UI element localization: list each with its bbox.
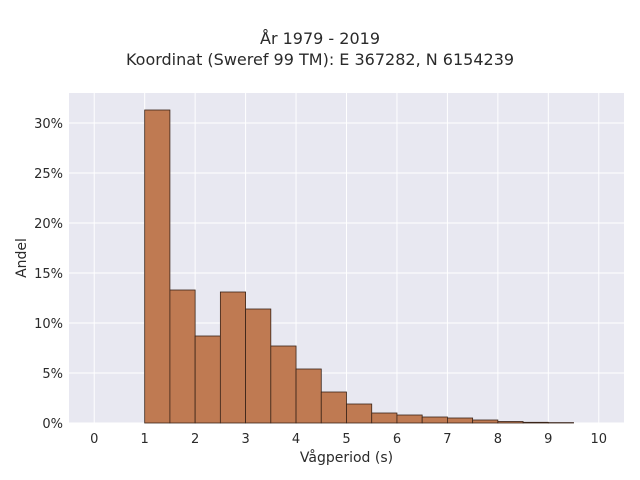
histogram-bar xyxy=(219,291,246,424)
y-axis-label: Andel xyxy=(14,238,30,278)
y-tick-label: 5% xyxy=(42,367,63,382)
histogram-bar xyxy=(447,417,474,424)
x-tick-label: 3 xyxy=(241,432,249,447)
x-tick-label: 2 xyxy=(191,432,199,447)
y-tick-label: 30% xyxy=(34,117,63,132)
chart-title-line1: År 1979 - 2019 xyxy=(260,29,380,48)
x-tick-label: 4 xyxy=(292,432,300,447)
x-axis-label: Vågperiod (s) xyxy=(300,449,393,466)
x-tick-label: 10 xyxy=(590,432,607,447)
chart-title-line2: Koordinat (Sweref 99 TM): E 367282, N 61… xyxy=(125,50,515,69)
y-tick-label: 25% xyxy=(34,167,63,182)
histogram-bar xyxy=(144,109,171,424)
histogram-bar xyxy=(371,412,398,424)
histogram-bar xyxy=(346,403,373,424)
histogram-bar xyxy=(497,421,524,424)
histogram-bar xyxy=(320,391,347,424)
histogram-bar xyxy=(472,419,499,424)
y-tick-label: 10% xyxy=(34,317,63,332)
histogram-bar xyxy=(245,308,272,424)
histogram-bars xyxy=(144,109,574,424)
y-tick-label: 15% xyxy=(34,267,63,282)
x-axis-ticks: 0 1 2 3 4 5 6 7 8 9 10 xyxy=(90,432,607,447)
x-tick-label: 6 xyxy=(393,432,401,447)
histogram-bar xyxy=(522,421,549,424)
x-tick-label: 5 xyxy=(342,432,350,447)
histogram-bar xyxy=(396,414,423,424)
histogram-bar xyxy=(421,416,448,424)
histogram-bar xyxy=(169,289,196,424)
y-axis-ticks: 0% 5% 10% 15% 20% 25% 30% xyxy=(34,117,63,432)
x-tick-label: 0 xyxy=(90,432,98,447)
x-tick-label: 9 xyxy=(544,432,552,447)
histogram-bar xyxy=(194,335,221,424)
x-tick-label: 7 xyxy=(443,432,451,447)
y-tick-label: 0% xyxy=(42,417,63,432)
x-tick-label: 1 xyxy=(141,432,149,447)
y-tick-label: 20% xyxy=(34,217,63,232)
x-tick-label: 8 xyxy=(494,432,502,447)
histogram-bar xyxy=(270,345,297,424)
histogram-bar xyxy=(295,368,322,424)
